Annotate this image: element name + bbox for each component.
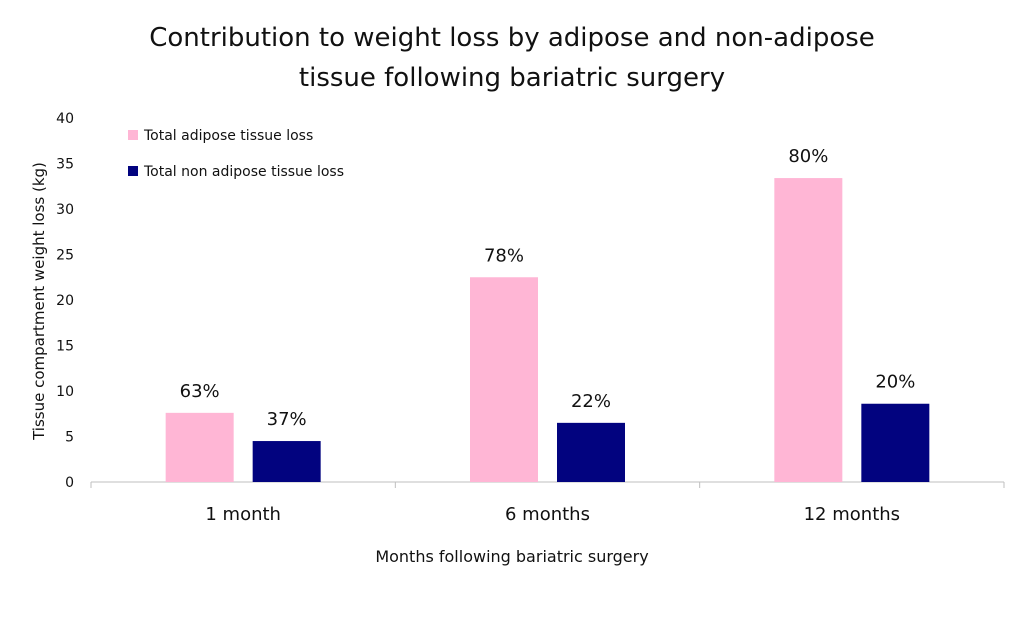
y-tick-label: 30 <box>56 202 74 218</box>
legend-label: Total adipose tissue loss <box>143 128 313 144</box>
x-axis-label: Months following bariatric surgery <box>375 547 648 566</box>
chart-title-line-1: Contribution to weight loss by adipose a… <box>149 23 875 53</box>
bar-non-adipose <box>252 441 321 482</box>
chart-title: Contribution to weight loss by adipose a… <box>0 18 1024 98</box>
data-label: 63% <box>180 381 220 402</box>
y-tick-label: 35 <box>56 157 74 173</box>
x-tick-label: 12 months <box>804 504 900 525</box>
y-tick-label: 10 <box>56 384 74 400</box>
y-axis-label: Tissue compartment weight loss (kg) <box>30 162 48 441</box>
y-tick-label: 25 <box>56 248 74 264</box>
x-tick-label: 1 month <box>205 504 281 525</box>
legend-swatch-adipose <box>128 130 138 140</box>
bar-adipose <box>774 178 843 482</box>
y-tick-label: 40 <box>56 111 74 127</box>
y-tick-label: 20 <box>56 293 74 309</box>
bar-adipose <box>165 412 234 482</box>
bar-adipose <box>470 277 538 482</box>
legend-swatch-non-adipose <box>128 166 138 176</box>
y-tick-label: 5 <box>65 430 74 446</box>
data-label: 37% <box>267 409 307 430</box>
data-label: 78% <box>484 245 524 266</box>
bar-non-adipose <box>861 403 930 482</box>
legend-label: Total non adipose tissue loss <box>143 164 344 180</box>
data-label: 80% <box>788 146 828 167</box>
y-tick-label: 15 <box>56 339 74 355</box>
data-label: 22% <box>571 391 611 412</box>
chart-title-line-2: tissue following bariatric surgery <box>298 63 726 93</box>
data-label: 20% <box>875 372 915 393</box>
bar-non-adipose <box>557 422 625 482</box>
y-tick-label: 0 <box>65 475 74 491</box>
x-tick-label: 6 months <box>505 504 590 525</box>
